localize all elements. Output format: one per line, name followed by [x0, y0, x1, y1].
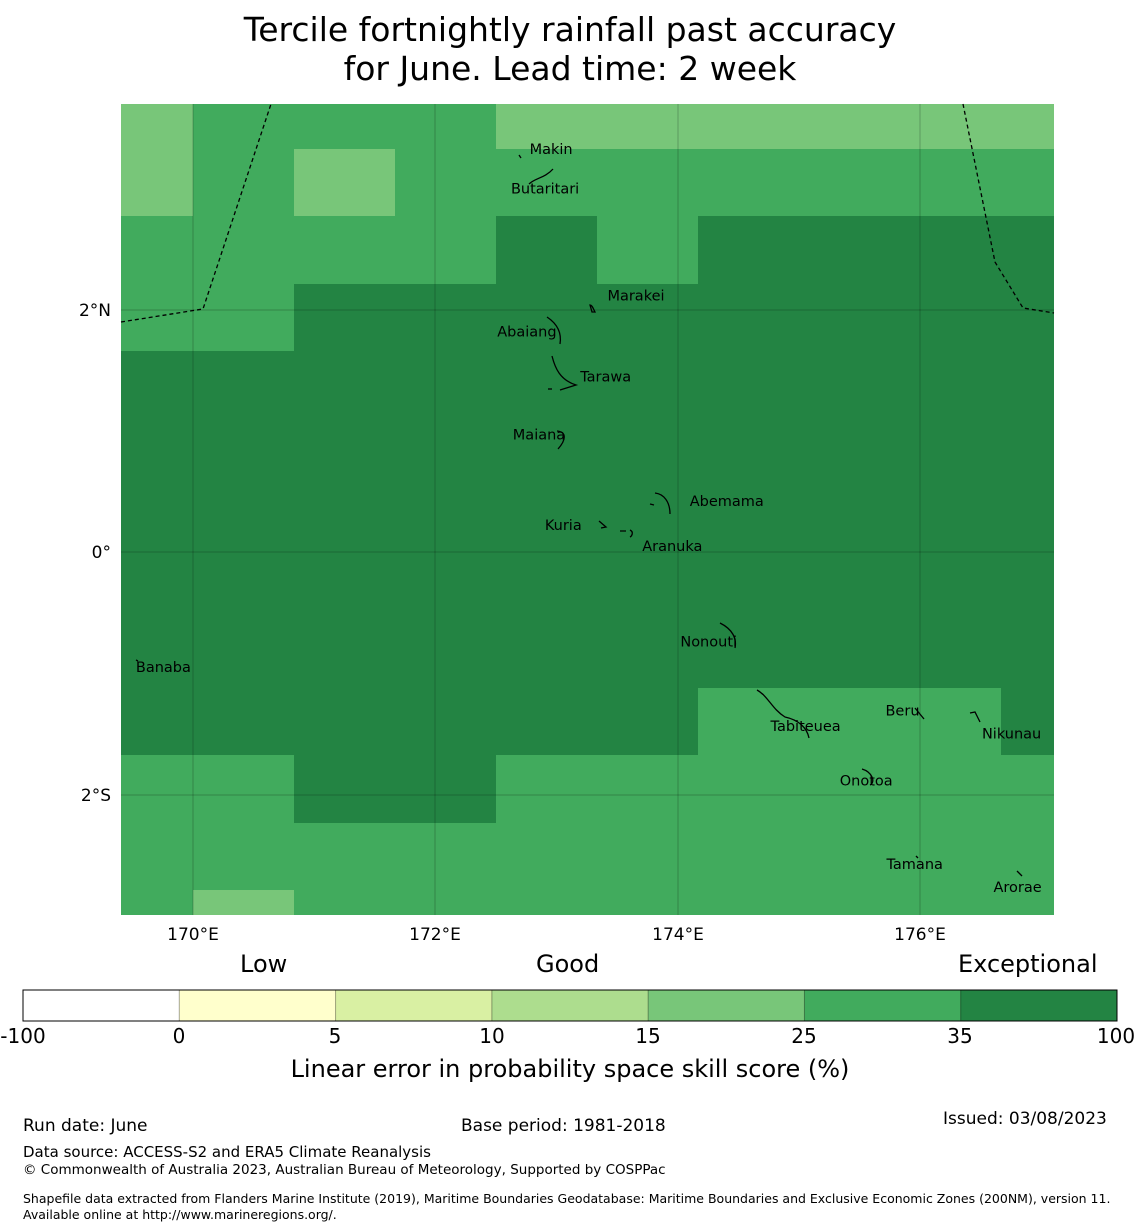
island-makin	[518, 154, 522, 159]
title-line-1: Tercile fortnightly rainfall past accura…	[243, 10, 897, 49]
colorbar-swatch	[23, 990, 180, 1021]
island-banaba	[135, 659, 139, 662]
island-tamana	[915, 855, 919, 859]
place-label-tarawa: Tarawa	[579, 369, 631, 385]
issued-date: Issued: 03/08/2023	[943, 1109, 1107, 1129]
island-marakei	[589, 304, 597, 313]
place-label-tabiteuea: Tabiteuea	[770, 719, 841, 735]
grid-cell	[121, 688, 698, 755]
colorbar-tick: -100	[0, 1024, 46, 1048]
colorbar-tick: 100	[1096, 1024, 1136, 1048]
title-line-2: for June. Lead time: 2 week	[343, 49, 797, 88]
colorbar-tick: 10	[479, 1024, 505, 1048]
skill-grid	[121, 104, 1054, 915]
colorbar-tick: 25	[791, 1024, 817, 1048]
island-kuria	[598, 520, 608, 529]
axis-labels: 170°E 172°E 174°E 176°E 2°N 0° 2°S	[79, 301, 946, 945]
shapefile-credit: Shapefile data extracted from Flanders M…	[23, 1191, 1111, 1222]
colorbar-swatch	[335, 990, 493, 1021]
place-label-tamana: Tamana	[885, 857, 942, 873]
place-label-kuria: Kuria	[545, 518, 582, 534]
grid-cell	[496, 104, 1054, 149]
island-nonouti	[719, 622, 737, 649]
place-label-beru: Beru	[885, 703, 919, 719]
colorbar-swatch	[804, 990, 962, 1021]
run-date: Run date: June	[23, 1116, 148, 1136]
place-label-abemama: Abemama	[690, 494, 764, 510]
place-label-banaba: Banaba	[136, 660, 191, 676]
island-nikunau	[969, 711, 981, 723]
grid-cell	[193, 890, 294, 915]
island-abaiang	[546, 316, 562, 345]
place-label-maiana: Maiana	[513, 428, 565, 444]
base-period: Base period: 1981-2018	[461, 1116, 666, 1136]
lon-tick-label: 172°E	[409, 925, 461, 945]
grid-cell	[121, 351, 1054, 688]
data-source: Data source: ACCESS-S2 and ERA5 Climate …	[23, 1143, 431, 1161]
grid-cell	[698, 216, 1054, 284]
island-abemama	[654, 492, 671, 515]
grid-cell	[294, 284, 1054, 351]
island-maiana	[556, 430, 565, 450]
category-low: Low	[240, 950, 288, 978]
copyright: © Commonwealth of Australia 2023, Austra…	[23, 1162, 666, 1178]
eez-boundary-west	[120, 103, 272, 323]
colorbar-swatch	[491, 990, 649, 1021]
place-label-nikunau: Nikunau	[982, 726, 1041, 742]
category-exceptional: Exceptional	[958, 950, 1098, 978]
colorbar-tick: 15	[635, 1024, 661, 1048]
place-label-aranuka: Aranuka	[642, 539, 702, 555]
place-label-makin: Makin	[530, 142, 573, 158]
colorbar-swatch	[648, 990, 805, 1021]
place-label-abaiang: Abaiang	[497, 325, 556, 341]
island-butaritari	[528, 168, 554, 185]
colorbar-tick: 35	[947, 1024, 973, 1048]
lon-tick-label: 174°E	[652, 925, 704, 945]
graticule	[121, 104, 1054, 915]
grid-cell	[294, 755, 496, 823]
colorbar-swatch	[179, 990, 337, 1021]
grid-cell	[1001, 688, 1054, 755]
colorbar-frame	[22, 989, 1118, 1022]
lat-tick-label: 0°	[92, 543, 111, 563]
lon-tick-label: 170°E	[167, 925, 219, 945]
island-onotoa	[861, 768, 874, 786]
grid-cell	[496, 216, 597, 284]
colorbar-swatch	[960, 990, 1118, 1021]
island-tarawa	[551, 355, 579, 391]
island-aranuka	[620, 529, 633, 538]
grid-cell	[294, 149, 395, 216]
colorbar	[22, 989, 1118, 1022]
place-label-arorae: Arorae	[993, 880, 1041, 896]
lat-tick-label: 2°S	[81, 786, 111, 806]
place-label-nonouti: Nonouti	[680, 634, 737, 650]
eez-boundaries	[120, 103, 1055, 323]
lon-tick-label: 176°E	[894, 925, 946, 945]
island-outlines	[135, 154, 1023, 877]
eez-boundary-east	[962, 103, 1055, 314]
island-beru	[914, 707, 925, 720]
colorbar-swatches	[23, 990, 1118, 1021]
place-labels: Makin Butaritari Marakei Abaiang Tarawa Maian…	[136, 142, 1042, 896]
place-label-onotoa: Onotoa	[840, 774, 893, 790]
place-label-marakei: Marakei	[607, 288, 664, 304]
island-tabiteuea	[756, 689, 810, 739]
place-label-butaritari: Butaritari	[511, 182, 579, 198]
colorbar-title: Linear error in probability space skill …	[290, 1055, 850, 1083]
colorbar-tick: 5	[328, 1024, 342, 1048]
grid-cell	[121, 104, 193, 216]
category-good: Good	[536, 950, 600, 978]
lat-tick-label: 2°N	[79, 301, 111, 321]
island-abemama-islet	[649, 503, 655, 506]
chart-title: Tercile fortnightly rainfall past accura…	[0, 10, 1140, 88]
colorbar-tick: 0	[172, 1024, 186, 1048]
island-arorae	[1016, 870, 1023, 877]
